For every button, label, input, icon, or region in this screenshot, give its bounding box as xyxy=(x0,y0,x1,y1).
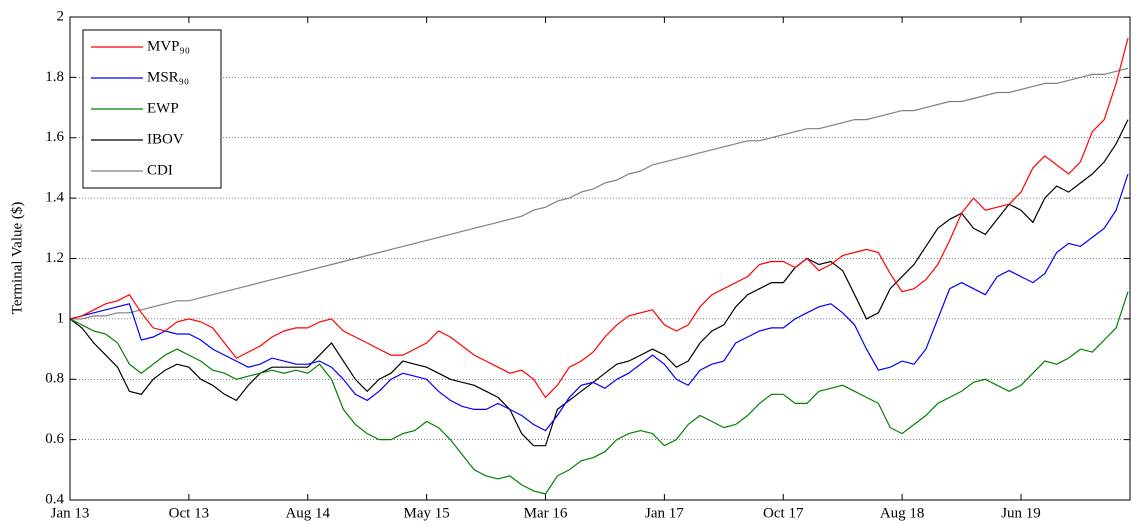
legend-label: EWP xyxy=(147,100,179,116)
x-tick-label: Jan 17 xyxy=(645,505,684,521)
y-axis-label: Terminal Value ($) xyxy=(9,202,25,315)
x-tick-label: Oct 13 xyxy=(169,505,209,521)
series-line xyxy=(69,37,1129,399)
legend-label: MVP₉₀ xyxy=(147,38,190,54)
plot-frame xyxy=(69,16,1131,501)
x-tick-label: Jan 13 xyxy=(51,505,90,521)
y-tick-label: 1.6 xyxy=(45,129,64,145)
x-tick-label: Mar 16 xyxy=(524,505,568,521)
y-tick-label: 0.8 xyxy=(45,371,64,387)
x-tick-label: Jun 19 xyxy=(1001,505,1041,521)
y-tick-label: 1.4 xyxy=(45,190,64,206)
y-tick-label: 1.8 xyxy=(45,69,64,85)
y-tick-label: 1 xyxy=(57,310,65,326)
y-tick-label: 0.6 xyxy=(45,431,64,447)
series-line xyxy=(69,119,1129,447)
series-line xyxy=(70,67,1129,320)
legend-label: CDI xyxy=(147,162,173,178)
y-tick-label: 0.4 xyxy=(45,491,64,507)
legend-label: MSR₉₀ xyxy=(147,69,189,85)
legend-label: IBOV xyxy=(147,131,184,147)
series-line xyxy=(69,291,1129,495)
legend: MVP₉₀ MSR₉₀ EWP IBOV CDI xyxy=(82,29,222,189)
y-tick-label: 2 xyxy=(57,8,65,24)
x-tick-label: May 15 xyxy=(404,505,450,521)
x-tick-label: Aug 14 xyxy=(285,505,330,521)
y-tick-label: 1.2 xyxy=(45,250,64,266)
x-tick-label: Oct 17 xyxy=(763,505,804,521)
series-line xyxy=(69,173,1129,432)
x-tick-label: Aug 18 xyxy=(880,505,925,521)
